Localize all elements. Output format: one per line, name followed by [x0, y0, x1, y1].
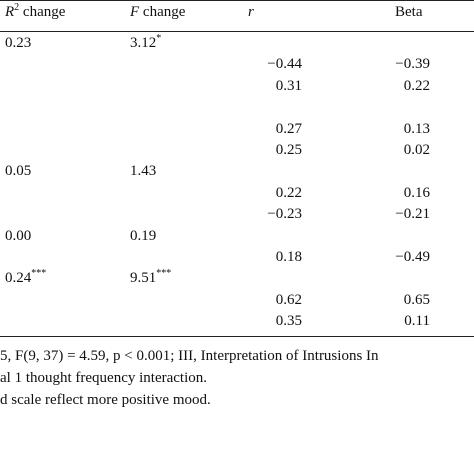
table-cell: 0.22 [232, 184, 302, 202]
footnote: 5, F(9, 37) = 4.59, p < 0.001; III, Inte… [0, 348, 379, 364]
cell-text: 0.19 [130, 227, 157, 244]
cell-text: 0.62 [275, 291, 302, 308]
table-cell: 0.35 [232, 312, 302, 330]
table-cell: 9.51*** [130, 269, 230, 287]
table-cell: 0.65 [360, 291, 430, 309]
table-cell: 0.18 [232, 248, 302, 266]
header-rule [0, 31, 474, 32]
header-sup: 2 [14, 2, 20, 13]
cell-text: 0.22 [275, 184, 302, 201]
table-cell: 0.27 [232, 120, 302, 138]
cell-text: 0.24 [5, 270, 32, 287]
cell-text: 0.05 [5, 163, 32, 180]
cell-text: −0.39 [395, 56, 430, 73]
table-cell: 0.02 [360, 141, 430, 159]
header-tail: change [139, 4, 186, 20]
table-cell: −0.44 [232, 55, 302, 73]
cell-text: −0.21 [395, 206, 430, 223]
table-cell: 0.11 [360, 312, 430, 330]
cell-sup: *** [31, 268, 47, 280]
table-cell: −0.21 [360, 205, 430, 223]
header-text: R [5, 4, 15, 20]
header-text: Beta [395, 4, 423, 20]
bottom-rule [0, 336, 474, 337]
header-cell: Beta [395, 3, 423, 21]
cell-text: 0.23 [5, 35, 32, 51]
cell-text: 0.27 [275, 120, 302, 137]
table-cell: 0.62 [232, 291, 302, 309]
table-cell: 0.05 [5, 162, 105, 180]
header-cell: R2 change [5, 3, 65, 21]
table-cell: 0.25 [232, 141, 302, 159]
table-cell: 3.12* [130, 34, 230, 52]
table-cell: 0.31 [232, 77, 302, 95]
table-cell: 0.19 [130, 227, 230, 245]
cell-text: 0.18 [275, 249, 302, 265]
cell-text: 0.31 [275, 77, 302, 94]
cell-text: 0.25 [275, 142, 302, 158]
table-cell: 0.16 [360, 184, 430, 202]
cell-text: 1.43 [130, 163, 157, 180]
header-cell: F change [130, 3, 185, 21]
table-cell: 0.24*** [5, 269, 105, 287]
table-cell: 0.22 [360, 77, 430, 95]
cell-text: −0.49 [395, 249, 430, 265]
cell-sup: * [156, 33, 162, 44]
cell-text: 0.13 [403, 120, 430, 137]
header-text: r [248, 4, 254, 20]
cell-text: 0.16 [403, 184, 430, 201]
cell-text: −0.44 [267, 56, 302, 73]
cell-text: 0.65 [403, 291, 430, 308]
cell-text: 3.12 [130, 35, 157, 51]
footnote: al 1 thought frequency interaction. [0, 370, 208, 386]
cell-text: −0.23 [267, 206, 302, 223]
table-cell: −0.39 [360, 55, 430, 73]
cell-text: 0.11 [404, 313, 430, 330]
header-text: F [130, 4, 140, 20]
footnote: d scale reflect more positive mood. [0, 392, 211, 408]
cell-text: 0.35 [275, 313, 302, 330]
table-cell: 0.23 [5, 34, 105, 52]
header-cell: r [248, 3, 254, 21]
cell-sup: *** [156, 268, 172, 280]
top-rule [0, 0, 474, 1]
table-cell: −0.23 [232, 205, 302, 223]
header-tail: change [19, 4, 66, 20]
table-cell: 0.13 [360, 120, 430, 138]
table-cell: −0.49 [360, 248, 430, 266]
cell-text: 9.51 [130, 270, 157, 287]
cell-text: 0.00 [5, 227, 32, 244]
table-cell: 1.43 [130, 162, 230, 180]
table-cell: 0.00 [5, 227, 105, 245]
cell-text: 0.02 [403, 142, 430, 158]
cell-text: 0.22 [403, 77, 430, 94]
